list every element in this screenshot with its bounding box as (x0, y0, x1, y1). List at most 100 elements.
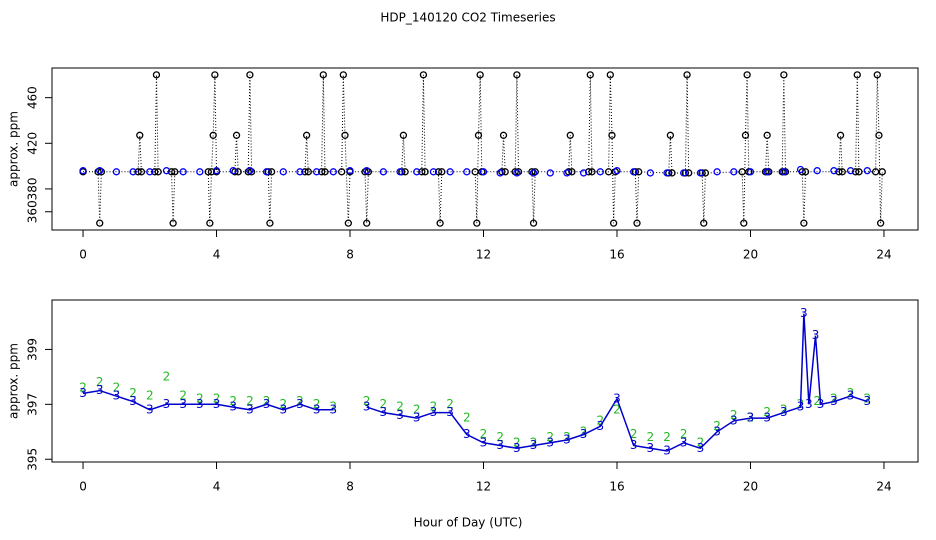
point: 3 (797, 400, 805, 414)
point (568, 168, 576, 176)
point (474, 131, 483, 139)
point: 3 (279, 402, 287, 416)
point (436, 219, 444, 227)
point: 2 (647, 430, 655, 444)
point (338, 168, 346, 176)
point: 2 (163, 369, 171, 383)
x-tick-label: 20 (743, 248, 758, 262)
point (876, 219, 885, 227)
point: 2 (279, 397, 287, 411)
point: 2 (446, 397, 454, 411)
point (501, 168, 509, 176)
point (609, 219, 618, 227)
point (529, 219, 538, 227)
point (151, 168, 159, 176)
point (875, 131, 883, 139)
point (853, 71, 861, 79)
chart-title: HDP_140120 CO2 Timeseries (380, 11, 555, 25)
point (701, 169, 710, 177)
point: 3 (580, 427, 588, 441)
x-tick-label: 0 (79, 248, 87, 262)
point (666, 131, 675, 139)
point (855, 168, 863, 176)
point (871, 168, 880, 176)
x-tick-label: 12 (476, 480, 491, 494)
point (836, 131, 845, 139)
point (479, 168, 488, 176)
point (321, 168, 329, 176)
plot-frame (51, 67, 919, 231)
point: 2 (430, 400, 438, 414)
point: 3 (780, 405, 788, 419)
point (211, 71, 219, 79)
point: 3 (812, 328, 820, 342)
point (341, 131, 349, 139)
point: 3 (463, 427, 471, 441)
point: 3 (246, 402, 254, 416)
point: 3 (830, 394, 838, 408)
point (846, 167, 855, 175)
point: 2 (396, 400, 404, 414)
point (112, 168, 121, 176)
point: 2 (480, 427, 488, 441)
point: 3 (563, 433, 571, 447)
point (633, 219, 641, 227)
x-tick-label: 4 (213, 480, 221, 494)
point (873, 71, 881, 79)
y-axis-label: approx. ppm (7, 343, 21, 419)
point (596, 168, 604, 176)
point (878, 168, 886, 176)
point (438, 168, 446, 176)
point (207, 168, 216, 176)
point (319, 71, 327, 79)
point: 2 (146, 389, 154, 403)
point (234, 168, 242, 176)
y-tick-label: 397 (26, 393, 40, 416)
point (363, 219, 371, 227)
point (529, 169, 538, 177)
point (134, 168, 142, 176)
point: 3 (747, 411, 755, 425)
point: 2 (363, 394, 371, 408)
point (209, 131, 217, 139)
point: 2 (763, 405, 771, 419)
point: 3 (413, 411, 421, 425)
y-tick-label: 395 (26, 448, 40, 471)
point (399, 131, 408, 139)
point (780, 168, 788, 176)
point (743, 71, 751, 79)
point: 2 (580, 424, 588, 438)
x-tick-label: 8 (346, 480, 354, 494)
x-tick-label: 16 (609, 480, 624, 494)
point: 3 (647, 441, 655, 455)
point: 3 (847, 389, 855, 403)
point: 3 (179, 397, 187, 411)
point (363, 167, 371, 175)
point (302, 131, 311, 139)
point (167, 168, 176, 176)
point (296, 168, 304, 176)
point (738, 168, 746, 176)
point (851, 168, 860, 176)
point (162, 167, 171, 175)
point: 2 (113, 380, 121, 394)
point (613, 167, 621, 175)
point (232, 131, 241, 139)
point: 3 (680, 435, 688, 449)
x-tick-label: 24 (876, 480, 891, 494)
point: 2 (96, 375, 104, 389)
point (563, 169, 571, 177)
point (179, 168, 187, 176)
point: 2 (246, 394, 254, 408)
point: 2 (463, 411, 471, 425)
series-line (83, 74, 883, 224)
point: 2 (213, 391, 221, 405)
point (229, 167, 237, 175)
point (339, 71, 347, 79)
point: 3 (79, 386, 87, 400)
point: 3 (630, 438, 638, 452)
point (646, 169, 655, 177)
point (780, 71, 788, 79)
point (680, 169, 688, 177)
